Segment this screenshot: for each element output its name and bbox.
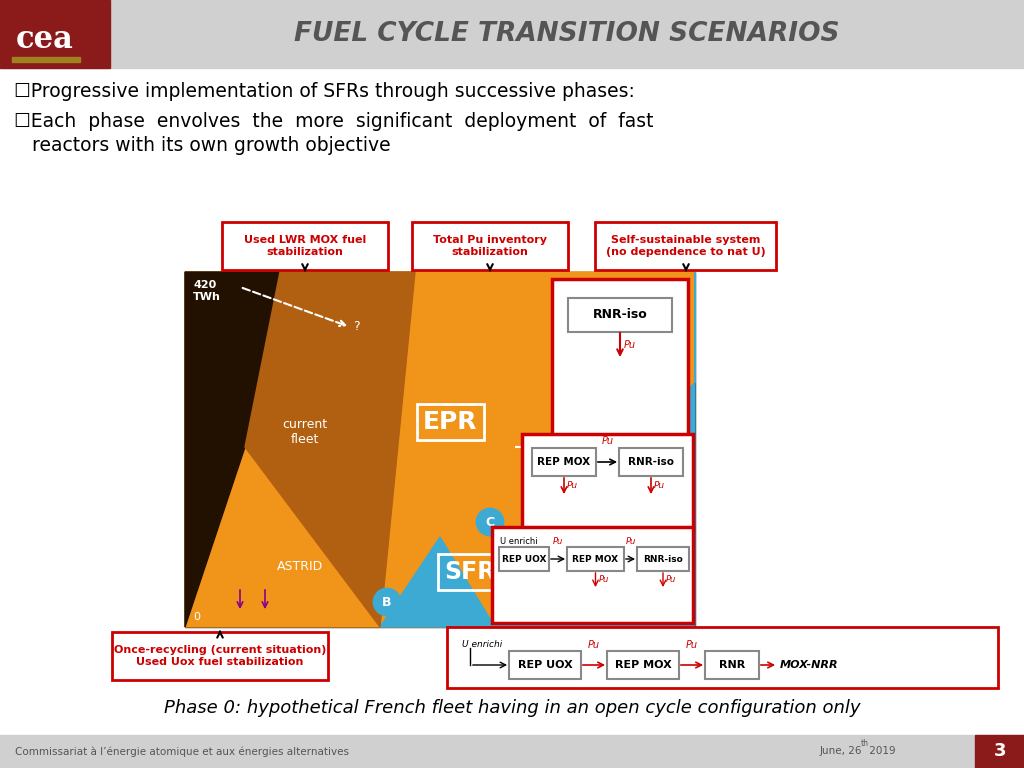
FancyBboxPatch shape (637, 547, 689, 571)
FancyBboxPatch shape (412, 222, 568, 270)
FancyBboxPatch shape (499, 547, 549, 571)
FancyBboxPatch shape (705, 651, 759, 679)
FancyBboxPatch shape (607, 651, 679, 679)
Text: cea: cea (16, 24, 74, 55)
Bar (975, 735, 1024, 768)
FancyBboxPatch shape (618, 448, 683, 476)
Text: REP MOX: REP MOX (614, 660, 672, 670)
Circle shape (477, 509, 503, 535)
Text: REP UOX: REP UOX (502, 554, 546, 564)
FancyBboxPatch shape (567, 547, 624, 571)
Text: Pu: Pu (624, 340, 636, 350)
Bar (0, 735, 1024, 768)
FancyBboxPatch shape (552, 279, 688, 440)
Text: Pu: Pu (626, 537, 636, 546)
Bar (185, 272, 695, 627)
Text: SFR: SFR (444, 560, 496, 584)
Polygon shape (380, 537, 495, 627)
Text: RNR-iso: RNR-iso (643, 554, 683, 564)
FancyBboxPatch shape (522, 434, 693, 530)
Text: reactors with its own growth objective: reactors with its own growth objective (14, 136, 390, 155)
Text: Phase 0: hypothetical French fleet having in an open cycle configuration only: Phase 0: hypothetical French fleet havin… (164, 699, 860, 717)
Circle shape (574, 471, 606, 503)
Text: D2: D2 (581, 481, 599, 494)
Circle shape (374, 589, 400, 615)
Text: EPR: EPR (423, 410, 477, 434)
Bar (0, 0, 110, 68)
Text: Pu: Pu (686, 640, 698, 650)
Bar (0, 0, 1024, 68)
Polygon shape (185, 272, 280, 627)
Text: 3: 3 (993, 743, 1007, 760)
Text: ☐Progressive implementation of SFRs through successive phases:: ☐Progressive implementation of SFRs thro… (14, 82, 635, 101)
Text: FUEL CYCLE TRANSITION SCENARIOS: FUEL CYCLE TRANSITION SCENARIOS (294, 21, 840, 47)
FancyBboxPatch shape (509, 651, 581, 679)
Circle shape (624, 351, 656, 383)
Text: Pu: Pu (666, 575, 676, 584)
Text: Commissariat à l’énergie atomique et aux énergies alternatives: Commissariat à l’énergie atomique et aux… (15, 746, 349, 756)
Polygon shape (495, 272, 695, 627)
Text: U enrichi: U enrichi (462, 640, 502, 649)
FancyBboxPatch shape (222, 222, 388, 270)
Text: 420
TWh: 420 TWh (193, 280, 221, 302)
Text: Pu: Pu (598, 575, 608, 584)
Text: B: B (382, 595, 392, 608)
FancyBboxPatch shape (112, 632, 328, 680)
Text: Pu: Pu (654, 482, 666, 491)
Text: Pu: Pu (567, 482, 579, 491)
Text: 0: 0 (193, 612, 200, 622)
Text: Self-sustainable system
(no dependence to nat U): Self-sustainable system (no dependence t… (606, 235, 766, 257)
Text: RNR-iso: RNR-iso (593, 309, 647, 322)
Text: C: C (485, 515, 495, 528)
Text: RNR-iso: RNR-iso (628, 457, 674, 467)
Text: MOX-NRR: MOX-NRR (780, 660, 839, 670)
Text: D1: D1 (631, 360, 649, 373)
Bar (12, 57, 80, 62)
Text: Total Pu inventory
stabilization: Total Pu inventory stabilization (433, 235, 547, 257)
Text: June, 26: June, 26 (820, 746, 862, 756)
Text: th: th (861, 739, 869, 748)
FancyBboxPatch shape (447, 627, 998, 688)
Text: ASTRID: ASTRID (276, 561, 324, 574)
FancyBboxPatch shape (595, 222, 776, 270)
Polygon shape (245, 272, 415, 627)
FancyBboxPatch shape (532, 448, 596, 476)
Text: ☐Each  phase  envolves  the  more  significant  deployment  of  fast: ☐Each phase envolves the more significan… (14, 112, 653, 131)
Text: Once-recycling (current situation)
Used Uox fuel stabilization: Once-recycling (current situation) Used … (114, 645, 327, 667)
Text: Pu: Pu (553, 537, 563, 546)
Text: REP MOX: REP MOX (538, 457, 591, 467)
Text: ?: ? (353, 320, 359, 333)
Text: RNR: RNR (719, 660, 745, 670)
Text: current
fleet: current fleet (283, 418, 328, 446)
FancyBboxPatch shape (492, 527, 693, 623)
Polygon shape (185, 272, 695, 627)
FancyBboxPatch shape (568, 298, 672, 332)
Text: REP MOX: REP MOX (572, 554, 618, 564)
Text: U enrichi: U enrichi (500, 538, 538, 547)
Text: Pu: Pu (588, 640, 600, 650)
Text: Pu: Pu (601, 436, 613, 446)
Text: REP UOX: REP UOX (517, 660, 572, 670)
Text: Used LWR MOX fuel
stabilization: Used LWR MOX fuel stabilization (244, 235, 367, 257)
Text: 2019: 2019 (866, 746, 896, 756)
